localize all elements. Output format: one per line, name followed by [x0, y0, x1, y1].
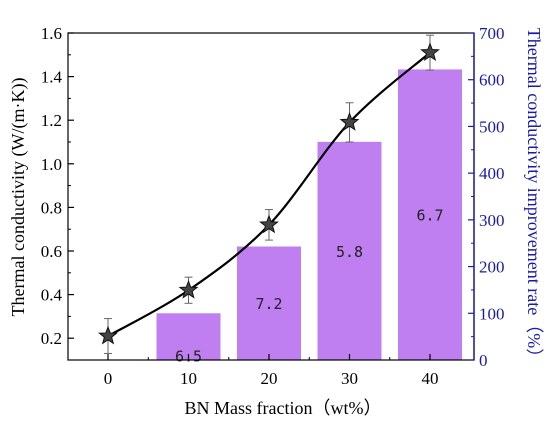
- data-point-10: [178, 279, 199, 299]
- left-tick-label-0.2: 0.2: [41, 329, 62, 348]
- x-tick-label-0: 0: [104, 369, 113, 388]
- bar-label-40: 6.7: [416, 207, 443, 225]
- left-y-axis-title: Thermal conductivity (W/(m·K)): [8, 78, 29, 317]
- bars-layer: 6.57.25.86.7: [156, 69, 462, 365]
- data-point-30: [339, 111, 360, 131]
- data-point-0: [98, 325, 118, 345]
- x-tick-label-40: 40: [422, 369, 439, 388]
- x-axis-title: BN Mass fraction（wt%）: [185, 398, 382, 418]
- left-tick-label-1.6: 1.6: [41, 24, 62, 43]
- left-tick-label-0.4: 0.4: [41, 286, 63, 305]
- axes-layer: 0.20.40.60.81.01.21.41.60100200300400500…: [41, 24, 505, 388]
- right-tick-label-600: 600: [479, 71, 505, 90]
- left-tick-label-1.2: 1.2: [41, 111, 62, 130]
- bar-30: [317, 141, 382, 360]
- bar-label-20: 7.2: [255, 295, 282, 313]
- left-tick-label-1.0: 1.0: [41, 155, 62, 174]
- left-tick-label-0.6: 0.6: [41, 242, 62, 261]
- data-point-20: [259, 214, 279, 234]
- right-tick-label-300: 300: [479, 211, 505, 230]
- right-tick-label-100: 100: [479, 304, 505, 323]
- right-tick-label-200: 200: [479, 258, 505, 277]
- bar-40: [398, 69, 462, 361]
- left-tick-label-1.4: 1.4: [41, 68, 63, 87]
- x-tick-label-20: 20: [261, 369, 278, 388]
- right-tick-label-0: 0: [479, 351, 488, 370]
- bar-20: [237, 246, 301, 360]
- data-point-40: [420, 42, 440, 62]
- line-layer: [98, 34, 440, 354]
- bar-label-30: 5.8: [336, 243, 363, 261]
- left-tick-label-0.8: 0.8: [41, 198, 62, 217]
- x-tick-label-10: 10: [180, 369, 197, 388]
- right-y-axis-title: Thermal conductivity improvement rate（%）: [524, 28, 544, 366]
- right-tick-label-400: 400: [479, 164, 505, 183]
- right-tick-label-700: 700: [479, 24, 505, 43]
- x-tick-label-30: 30: [341, 369, 358, 388]
- bar-10: [156, 313, 221, 360]
- right-tick-label-500: 500: [479, 117, 505, 136]
